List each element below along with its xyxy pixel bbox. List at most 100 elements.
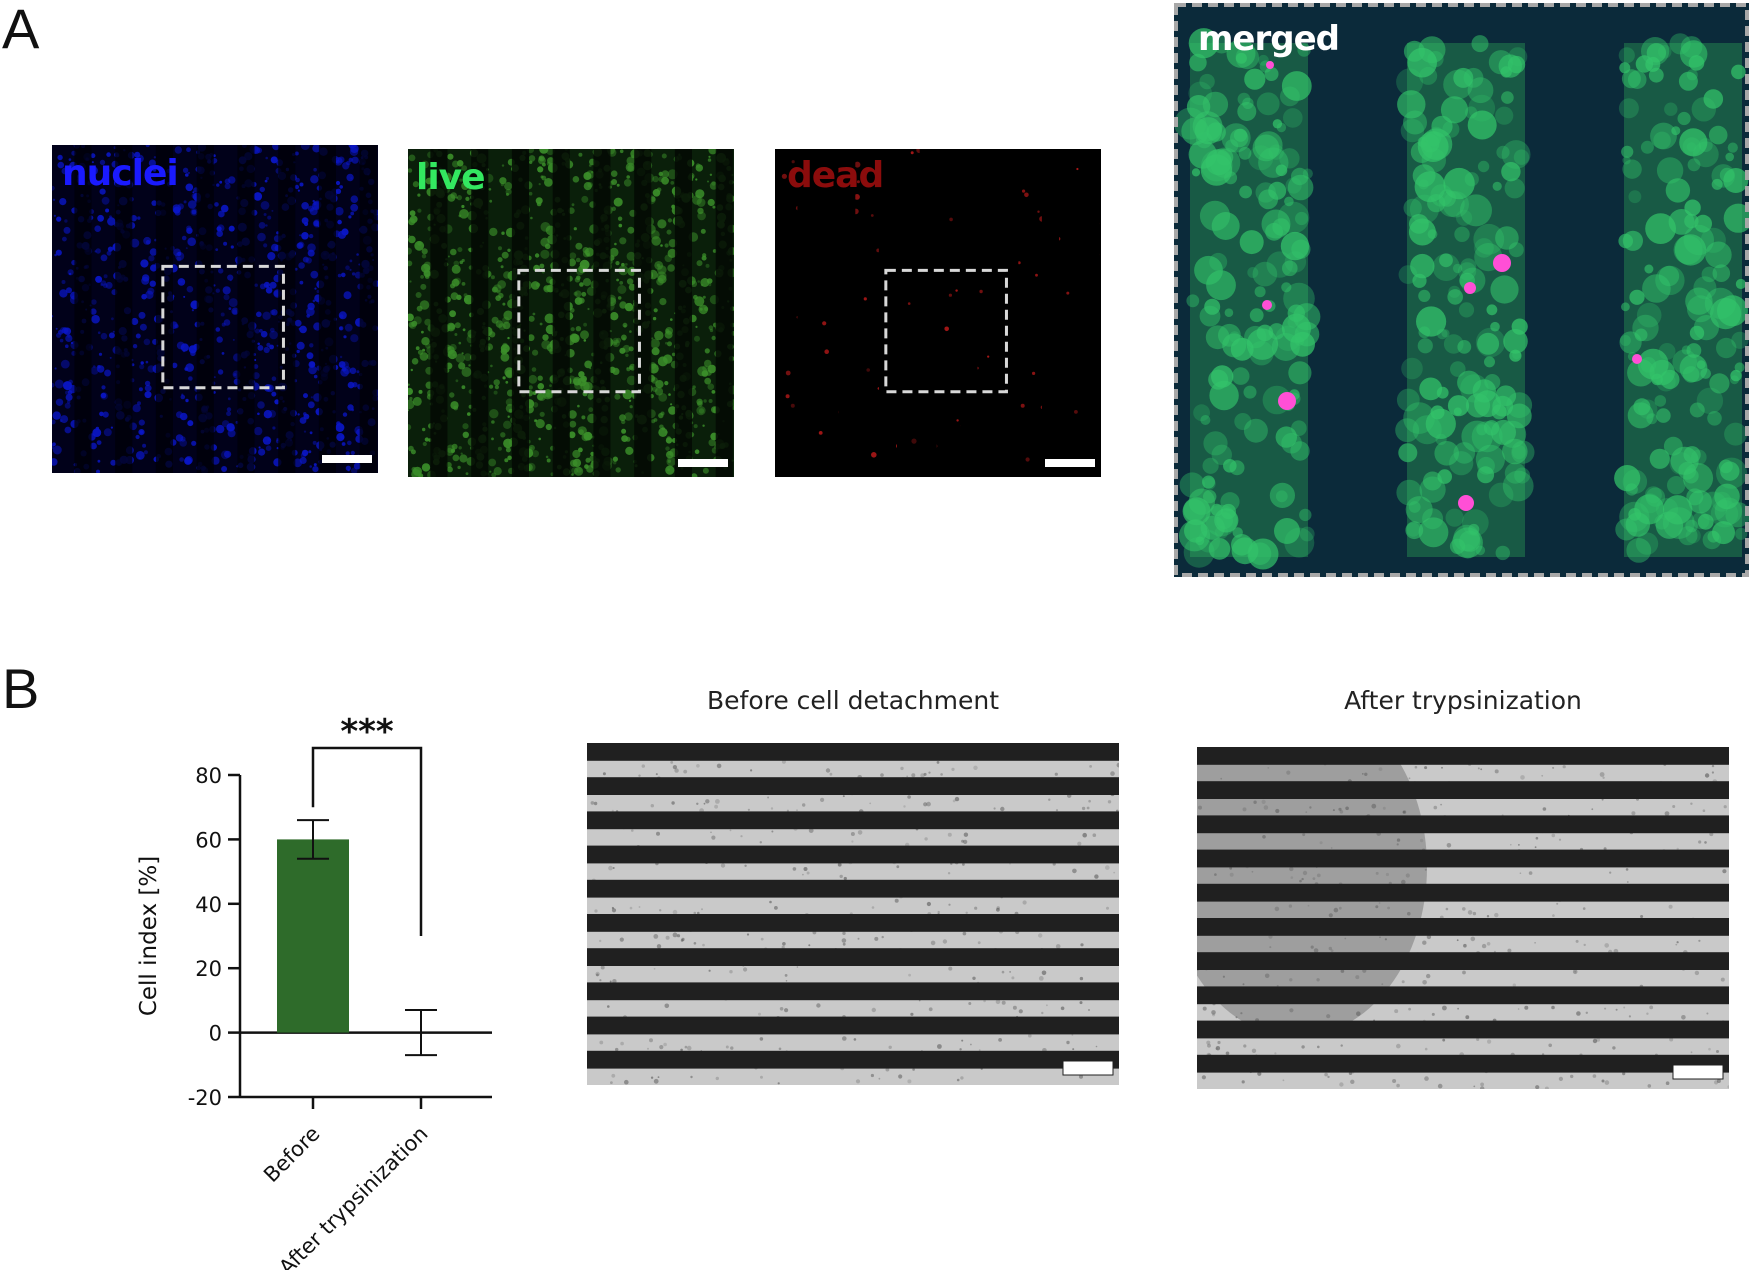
cell-speckle — [340, 368, 349, 377]
live-cell — [1231, 367, 1250, 385]
cell-speckle — [912, 1068, 915, 1071]
cell-speckle — [498, 246, 502, 251]
cell-speckle — [1615, 1008, 1618, 1011]
live-cell — [1685, 287, 1713, 315]
cell-speckle — [947, 832, 952, 837]
cell-speckle — [1066, 291, 1070, 295]
cell-speckle — [623, 179, 632, 187]
cell-speckle — [960, 1076, 964, 1080]
cell-speckle — [500, 352, 510, 362]
cell-speckle — [1262, 835, 1266, 839]
panel-a-letter: A — [2, 0, 40, 60]
cell-speckle — [1317, 1045, 1320, 1049]
live-cell — [1692, 511, 1710, 530]
live-cell — [1684, 213, 1699, 229]
cell-speckle — [802, 803, 806, 807]
live-cell — [1621, 302, 1630, 312]
cell-speckle — [222, 420, 230, 428]
cell-speckle — [145, 360, 149, 364]
cell-speckle — [878, 1077, 881, 1080]
cell-speckle — [104, 369, 112, 377]
cell-speckle — [254, 328, 260, 334]
cell-speckle — [1242, 983, 1245, 986]
live-cell — [1488, 50, 1513, 75]
cell-speckle — [257, 232, 266, 242]
cell-speckle — [97, 214, 104, 222]
cell-speckle — [1116, 762, 1119, 768]
live-cell — [1447, 289, 1463, 305]
live-cell — [1658, 343, 1676, 360]
live-cell — [1688, 55, 1705, 71]
cell-speckle — [628, 346, 634, 352]
cell-speckle — [616, 183, 620, 187]
cell-speckle — [496, 290, 501, 294]
live-cell — [1622, 159, 1642, 179]
cell-speckle — [746, 933, 750, 936]
live-cell — [1723, 168, 1749, 193]
cell-speckle — [297, 189, 300, 192]
cell-speckle — [900, 766, 904, 771]
cell-speckle — [659, 1045, 664, 1050]
cell-speckle — [139, 364, 145, 370]
cell-speckle — [870, 214, 874, 217]
cell-speckle — [1235, 1016, 1238, 1019]
cell-speckle — [55, 249, 62, 256]
cell-speckle — [702, 424, 705, 427]
live-cell — [1432, 253, 1460, 281]
live-cell — [1622, 156, 1631, 165]
cell-speckle — [1110, 771, 1115, 776]
cell-speckle — [996, 906, 1000, 910]
cell-speckle — [192, 191, 195, 194]
cell-speckle — [730, 1046, 734, 1050]
cell-speckle — [1481, 943, 1487, 949]
cell-speckle — [1048, 798, 1051, 801]
cell-speckle — [940, 773, 943, 776]
cell-speckle — [584, 360, 593, 369]
cell-speckle — [55, 398, 64, 406]
cell-speckle — [491, 316, 499, 324]
cell-speckle — [587, 307, 590, 311]
cell-speckle — [944, 326, 949, 332]
cell-speckle — [544, 313, 555, 324]
cell-speckle — [1041, 970, 1047, 976]
cell-speckle — [851, 840, 854, 843]
live-cell — [1199, 73, 1215, 90]
cell-speckle — [99, 411, 104, 417]
cell-speckle — [1601, 1079, 1605, 1083]
cell-speckle — [313, 220, 320, 227]
cell-speckle — [1011, 976, 1015, 980]
cell-speckle — [647, 1047, 649, 1050]
live-cell — [1712, 264, 1731, 283]
nuclei-label: nuclei — [62, 153, 179, 194]
cell-speckle — [1355, 975, 1360, 980]
cell-speckle — [568, 258, 576, 267]
cell-speckle — [489, 227, 498, 237]
cell-speckle — [134, 151, 141, 158]
cell-speckle — [696, 406, 706, 416]
cell-speckle — [1602, 776, 1605, 779]
live-cell — [1272, 119, 1283, 129]
cell-speckle — [308, 233, 314, 239]
cell-speckle — [529, 446, 533, 450]
cell-speckle — [501, 231, 505, 235]
cell-speckle — [1424, 868, 1427, 871]
cell-speckle — [1442, 1005, 1447, 1011]
live-cell — [1506, 403, 1532, 429]
cell-speckle — [869, 802, 872, 805]
cell-speckle — [747, 808, 750, 811]
cell-speckle — [408, 445, 414, 452]
cell-speckle — [880, 773, 884, 777]
cell-speckle — [583, 381, 593, 392]
substrate-stripe — [237, 145, 255, 473]
cell-speckle — [528, 155, 536, 162]
cell-speckle — [295, 177, 300, 183]
cell-speckle — [130, 238, 140, 248]
cell-speckle — [1088, 1009, 1090, 1011]
cell-speckle — [67, 334, 71, 338]
substrate-stripe — [1197, 849, 1729, 868]
cell-speckle — [708, 969, 711, 972]
cell-speckle — [340, 435, 345, 440]
live-cell — [1731, 64, 1746, 80]
live-cell — [1293, 303, 1321, 331]
substrate-stripe — [587, 743, 1119, 761]
